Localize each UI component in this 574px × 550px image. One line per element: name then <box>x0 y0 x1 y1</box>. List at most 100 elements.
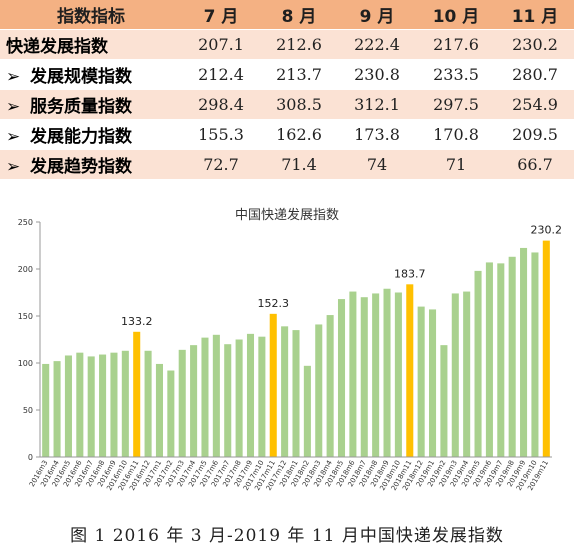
y-tick-label: 250 <box>18 218 33 227</box>
value-cell: 230.8 <box>354 65 400 84</box>
bar <box>508 256 516 457</box>
bar <box>42 363 50 457</box>
bar <box>258 336 266 457</box>
bar-highlight <box>542 240 550 457</box>
bar <box>463 291 471 457</box>
bar <box>201 337 209 457</box>
value-cell: 230.2 <box>512 35 558 54</box>
bar <box>349 291 357 457</box>
bar-value-label: 152.3 <box>257 297 289 310</box>
table-row: ➢ 服务质量指数 298.4 308.5 312.1 297.5 254.9 <box>0 89 574 120</box>
table-body: 快递发展指数 207.1 212.6 222.4 217.6 230.2 ➢ 发展规模指数 21… <box>0 29 574 180</box>
bar-highlight <box>133 331 141 457</box>
row-label: 发展规模指数 <box>30 67 132 87</box>
bar <box>440 345 448 457</box>
bar <box>360 297 368 457</box>
bar <box>178 349 186 457</box>
bar <box>429 309 437 457</box>
value-cell: 222.4 <box>354 35 400 54</box>
value-cell: 308.5 <box>276 95 322 114</box>
y-tick-label: 150 <box>18 312 33 321</box>
bar <box>326 315 334 457</box>
value-cell: 71.4 <box>281 155 317 174</box>
row-label-cell: 快递发展指数 <box>0 30 182 60</box>
y-tick-label: 50 <box>23 406 33 415</box>
bar <box>531 252 539 457</box>
table-row: 快递发展指数 207.1 212.6 222.4 217.6 230.2 <box>0 29 574 60</box>
table-row: ➢ 发展能力指数 155.3 162.6 173.8 170.8 209.5 <box>0 119 574 150</box>
bar <box>110 352 118 457</box>
bar <box>281 326 289 457</box>
table-header-row: 指数指标 7 月 8 月 9 月 10 月 11 月 <box>0 0 574 30</box>
bar <box>303 365 311 457</box>
arrow-bullet-icon: ➢ <box>6 157 21 177</box>
bar-highlight <box>269 313 277 457</box>
value-cell: 254.9 <box>512 95 558 114</box>
header-cell-sep: 9 月 <box>338 0 416 30</box>
value-cell: 170.8 <box>433 125 479 144</box>
value-cell: 155.3 <box>198 125 244 144</box>
value-labels: 133.2 152.3 183.7 230.2 <box>121 224 562 328</box>
header-cell-aug: 8 月 <box>260 0 338 30</box>
value-cell: 66.7 <box>517 155 553 174</box>
header-cell-nov: 11 月 <box>496 0 574 30</box>
bar-value-label: 230.2 <box>531 224 563 237</box>
bar-highlight <box>406 284 414 457</box>
bar-series <box>42 240 550 457</box>
value-cell: 74 <box>366 155 388 174</box>
header-cell-indicator: 指数指标 <box>0 0 182 30</box>
arrow-bullet-icon: ➢ <box>6 127 21 147</box>
bar <box>372 293 380 457</box>
bar <box>99 354 107 457</box>
bar <box>497 263 505 457</box>
chart-title: 中国快递发展指数 <box>235 207 339 223</box>
express-index-chart: 中国快递发展指数 0 50 100 150 200 250 133.2 152.3 183.7… <box>18 207 562 492</box>
table-row: ➢ 发展趋势指数 72.7 71.4 74 71 66.7 <box>0 149 574 180</box>
y-axis: 0 50 100 150 200 250 <box>18 218 41 462</box>
y-tick-label: 200 <box>18 265 33 274</box>
value-cell: 217.6 <box>433 35 479 54</box>
row-label: 发展趋势指数 <box>30 157 132 177</box>
bar <box>76 352 84 457</box>
bar <box>451 293 459 457</box>
bar <box>383 288 391 457</box>
bar-value-label: 133.2 <box>121 315 153 328</box>
bar <box>235 339 243 457</box>
value-cell: 312.1 <box>354 95 400 114</box>
bar <box>121 350 129 457</box>
row-label: 快递发展指数 <box>6 37 108 57</box>
row-label-cell: ➢ 发展趋势指数 <box>0 150 182 180</box>
row-label: 服务质量指数 <box>30 97 132 117</box>
y-tick-label: 100 <box>18 359 33 368</box>
bar <box>224 344 232 457</box>
bar <box>485 262 493 457</box>
header-cell-oct: 10 月 <box>416 0 496 30</box>
bar <box>87 356 95 457</box>
bar <box>474 270 482 457</box>
bar <box>394 292 402 457</box>
value-cell: 173.8 <box>354 125 400 144</box>
bar <box>144 350 152 457</box>
arrow-bullet-icon: ➢ <box>6 97 21 117</box>
bar <box>167 370 175 457</box>
value-cell: 71 <box>445 155 467 174</box>
value-cell: 233.5 <box>433 65 479 84</box>
bar <box>246 333 255 457</box>
row-label-cell: ➢ 发展规模指数 <box>0 60 182 90</box>
value-cell: 207.1 <box>198 35 244 54</box>
bar <box>520 247 528 457</box>
bar <box>417 306 425 457</box>
bar <box>53 361 61 457</box>
arrow-bullet-icon: ➢ <box>6 67 21 87</box>
value-cell: 213.7 <box>276 65 322 84</box>
value-cell: 212.6 <box>276 35 322 54</box>
value-cell: 209.5 <box>512 125 558 144</box>
row-label-cell: ➢ 发展能力指数 <box>0 120 182 150</box>
value-cell: 72.7 <box>203 155 239 174</box>
header-cell-jul: 7 月 <box>182 0 260 30</box>
value-cell: 212.4 <box>198 65 244 84</box>
bar <box>64 355 72 457</box>
bar <box>155 363 163 457</box>
bar <box>315 324 323 457</box>
value-cell: 298.4 <box>198 95 244 114</box>
